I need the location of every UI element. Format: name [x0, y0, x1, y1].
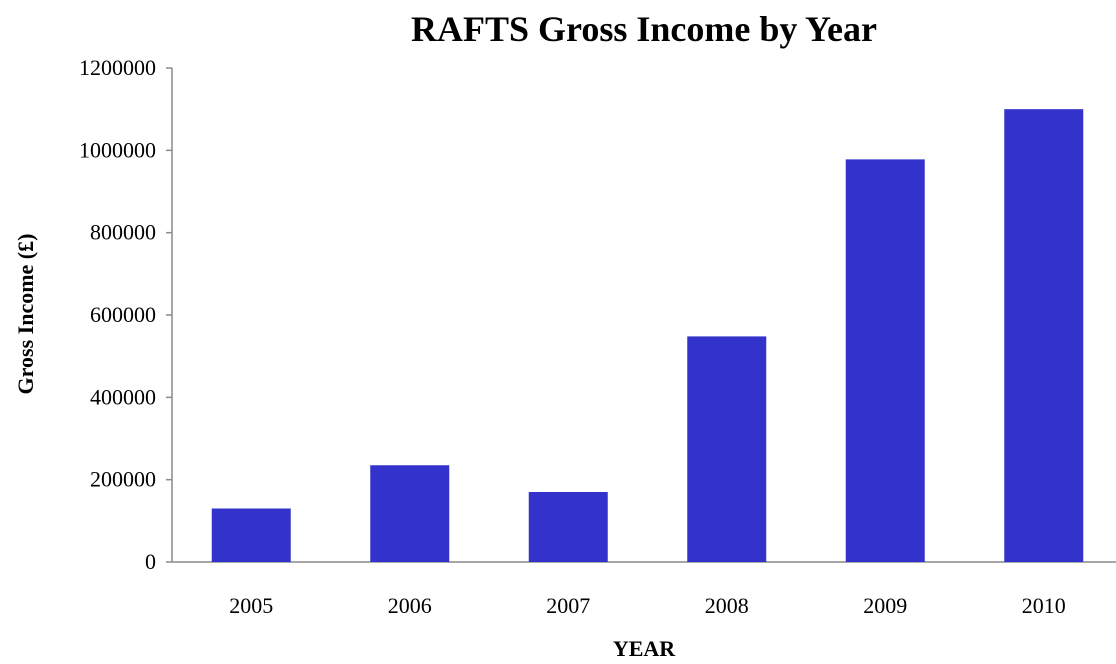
x-tick-label: 2007 — [546, 593, 590, 618]
bar-2007 — [528, 492, 608, 562]
x-tick-label: 2009 — [863, 593, 907, 618]
chart-title: RAFTS Gross Income by Year — [411, 9, 877, 49]
y-tick-label: 800000 — [90, 220, 156, 245]
x-tick-label: 2006 — [388, 593, 432, 618]
bar-2010 — [1004, 109, 1084, 563]
y-tick-label: 1000000 — [79, 137, 156, 162]
x-tick-label: 2008 — [705, 593, 749, 618]
y-tick-label: 0 — [145, 549, 156, 574]
y-tick-label: 400000 — [90, 384, 156, 409]
x-tick-label: 2005 — [229, 593, 273, 618]
bar-2006 — [370, 465, 450, 562]
bar-2009 — [845, 159, 925, 562]
y-tick-label: 600000 — [90, 302, 156, 327]
bar-2008 — [687, 336, 767, 562]
y-tick-label: 1200000 — [79, 55, 156, 80]
x-axis-title: YEAR — [612, 636, 676, 661]
bar-2005 — [211, 508, 291, 562]
y-tick-label: 200000 — [90, 467, 156, 492]
x-tick-label: 2010 — [1022, 593, 1066, 618]
